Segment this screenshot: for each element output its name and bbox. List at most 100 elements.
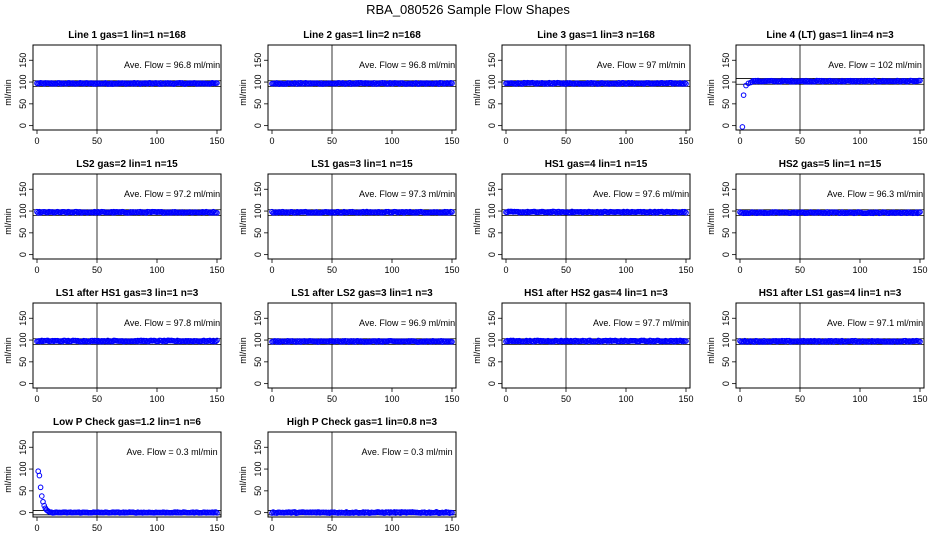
- x-tick-label: 50: [795, 136, 805, 146]
- y-tick-label: 0: [253, 123, 263, 128]
- y-tick-label: 50: [18, 357, 28, 367]
- data-point: [449, 80, 455, 87]
- data-point: [39, 493, 45, 499]
- x-tick-label: 150: [209, 394, 224, 404]
- data-point: [449, 338, 455, 345]
- y-tick-label: 100: [253, 75, 263, 90]
- x-tick-label: 150: [678, 394, 693, 404]
- y-tick-label: 100: [253, 204, 263, 219]
- panel-7: HS1 gas=4 lin=1 n=15 Ave. Flow = 97.6 ml/…: [472, 159, 694, 275]
- x-tick-label: 150: [912, 265, 927, 275]
- data-point: [41, 502, 48, 509]
- y-tick-label: 100: [253, 462, 263, 477]
- panel-title: Line 3 gas=1 lin=3 n=168: [537, 30, 655, 41]
- data-point: [214, 210, 220, 216]
- x-tick-label: 0: [737, 394, 742, 404]
- data-point: [214, 80, 220, 86]
- x-tick-label: 150: [209, 523, 224, 533]
- y-axis-label: ml/min: [3, 337, 13, 364]
- x-tick-label: 50: [327, 136, 337, 146]
- y-axis-label: ml/min: [238, 208, 248, 235]
- y-axis-label: ml/min: [706, 337, 716, 364]
- x-tick-label: 100: [618, 394, 633, 404]
- y-tick-label: 0: [18, 381, 28, 386]
- x-tick-label: 150: [444, 136, 459, 146]
- panel-13: Low P Check gas=1.2 lin=1 n=6 Ave. Flow =…: [3, 417, 225, 533]
- x-tick-label: 0: [269, 136, 274, 146]
- panel-5: LS2 gas=2 lin=1 n=15 Ave. Flow = 97.2 ml/…: [3, 159, 225, 275]
- y-tick-label: 50: [18, 486, 28, 496]
- plot-frame: [32, 431, 222, 518]
- y-tick-label: 150: [253, 311, 263, 326]
- x-tick-label: 150: [444, 394, 459, 404]
- plot-frame: [32, 44, 222, 131]
- y-tick-label: 100: [487, 204, 497, 219]
- y-tick-label: 150: [721, 53, 731, 68]
- x-tick-label: 50: [92, 265, 102, 275]
- x-tick-label: 0: [34, 136, 39, 146]
- y-tick-label: 50: [18, 99, 28, 109]
- y-tick-label: 0: [487, 381, 497, 386]
- data-point: [683, 209, 689, 216]
- x-tick-label: 100: [384, 523, 399, 533]
- data-point: [446, 210, 453, 216]
- data-point: [682, 208, 688, 215]
- data-point: [683, 338, 689, 344]
- y-tick-label: 100: [721, 75, 731, 90]
- x-tick-label: 100: [618, 136, 633, 146]
- average-flow-label: Ave. Flow = 97.3 ml/min: [359, 189, 455, 199]
- panel-title: HS2 gas=5 lin=1 n=15: [779, 159, 882, 170]
- x-tick-label: 0: [34, 265, 39, 275]
- x-tick-label: 150: [444, 523, 459, 533]
- y-tick-label: 150: [18, 182, 28, 197]
- average-flow-label: Ave. Flow = 97 ml/min: [597, 60, 686, 70]
- plot-frame: [735, 44, 925, 131]
- data-point: [449, 509, 455, 516]
- y-tick-label: 50: [253, 486, 263, 496]
- y-tick-label: 150: [18, 53, 28, 68]
- x-tick-label: 0: [503, 394, 508, 404]
- y-tick-label: 0: [18, 123, 28, 128]
- y-axis-label: ml/min: [238, 466, 248, 493]
- y-tick-label: 100: [721, 333, 731, 348]
- panel-10: LS1 after LS2 gas=3 lin=1 n=3 Ave. Flow =…: [238, 288, 460, 404]
- x-tick-label: 100: [852, 136, 867, 146]
- x-tick-label: 100: [149, 523, 164, 533]
- y-tick-label: 50: [18, 228, 28, 238]
- panel-title: HS1 gas=4 lin=1 n=15: [545, 159, 648, 170]
- y-tick-label: 50: [487, 99, 497, 109]
- y-tick-label: 0: [487, 123, 497, 128]
- data-point: [214, 337, 220, 344]
- x-tick-label: 150: [912, 136, 927, 146]
- average-flow-label: Ave. Flow = 97.8 ml/min: [124, 318, 220, 328]
- data-point: [210, 337, 217, 344]
- y-axis-label: ml/min: [472, 208, 482, 235]
- y-tick-label: 0: [253, 252, 263, 257]
- average-flow-label: Ave. Flow = 0.3 ml/min: [362, 447, 453, 457]
- x-tick-label: 0: [737, 136, 742, 146]
- data-point: [682, 80, 688, 86]
- panel-11: HS1 after HS2 gas=4 lin=1 n=3 Ave. Flow =…: [472, 288, 694, 404]
- y-tick-label: 100: [18, 333, 28, 348]
- data-point: [449, 209, 455, 215]
- y-tick-label: 0: [721, 381, 731, 386]
- data-point: [680, 81, 687, 87]
- y-axis-label: ml/min: [238, 337, 248, 364]
- x-tick-label: 100: [384, 136, 399, 146]
- y-tick-label: 150: [721, 311, 731, 326]
- x-tick-label: 100: [852, 394, 867, 404]
- y-tick-label: 100: [487, 333, 497, 348]
- panel-12: HS1 after LS1 gas=4 lin=1 n=3 Ave. Flow =…: [706, 288, 928, 404]
- data-point: [37, 484, 44, 491]
- data-point: [917, 77, 923, 84]
- x-tick-label: 100: [149, 136, 164, 146]
- panel-title: Line 4 (LT) gas=1 lin=4 n=3: [766, 30, 894, 41]
- plot-frame: [501, 44, 691, 131]
- plot-frame: [501, 173, 691, 260]
- data-point: [739, 124, 746, 130]
- y-tick-label: 50: [721, 99, 731, 109]
- panel-title: LS1 gas=3 lin=1 n=15: [311, 159, 413, 170]
- y-axis-label: ml/min: [3, 466, 13, 493]
- average-flow-label: Ave. Flow = 96.8 ml/min: [124, 60, 220, 70]
